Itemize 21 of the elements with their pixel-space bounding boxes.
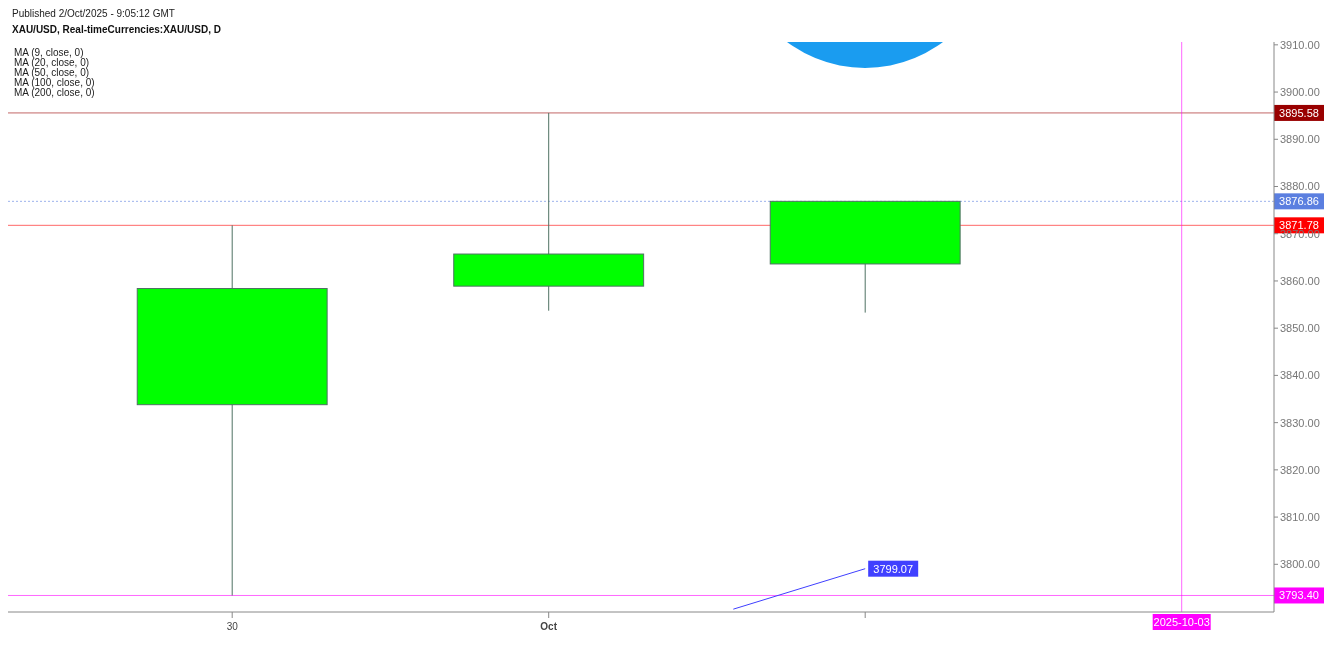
y-tick-label: 3850.00 (1280, 322, 1320, 335)
annotation: MA (9, close, 0) (14, 47, 84, 58)
y-tick-label: 3890.00 (1280, 133, 1320, 146)
y-tick-label: 3810.00 (1280, 510, 1320, 523)
chart-title: XAU/USD, Real-timeCurrencies:XAU/USD, D (12, 24, 221, 35)
text: Published 2/Oct/2025 - 9:05:12 GMT (12, 8, 175, 19)
y-tick-label: 3880.00 (1280, 180, 1320, 193)
y-tick-label: 3830.00 (1280, 416, 1320, 429)
x-tick-label: Oct (540, 621, 558, 632)
x-tick-label: 30 (226, 621, 239, 632)
ref-line-label: 3793.40 (1279, 589, 1319, 602)
y-tick-label: 3840.00 (1280, 369, 1320, 382)
y-tick-label: 3820.00 (1280, 463, 1320, 476)
ref-line-label: 3876.86 (1279, 195, 1319, 208)
ref-line-label: 3895.58 (1279, 106, 1319, 119)
y-tick-label: 3860.00 (1280, 274, 1320, 287)
annotation: 3799.07 (873, 562, 914, 575)
y-tick-label: 3910.00 (1280, 38, 1320, 51)
ref-line-label: 2025-10-03 (1153, 616, 1210, 628)
y-tick-label: 3900.00 (1280, 85, 1320, 98)
y-tick-label: 3800.00 (1280, 558, 1320, 571)
